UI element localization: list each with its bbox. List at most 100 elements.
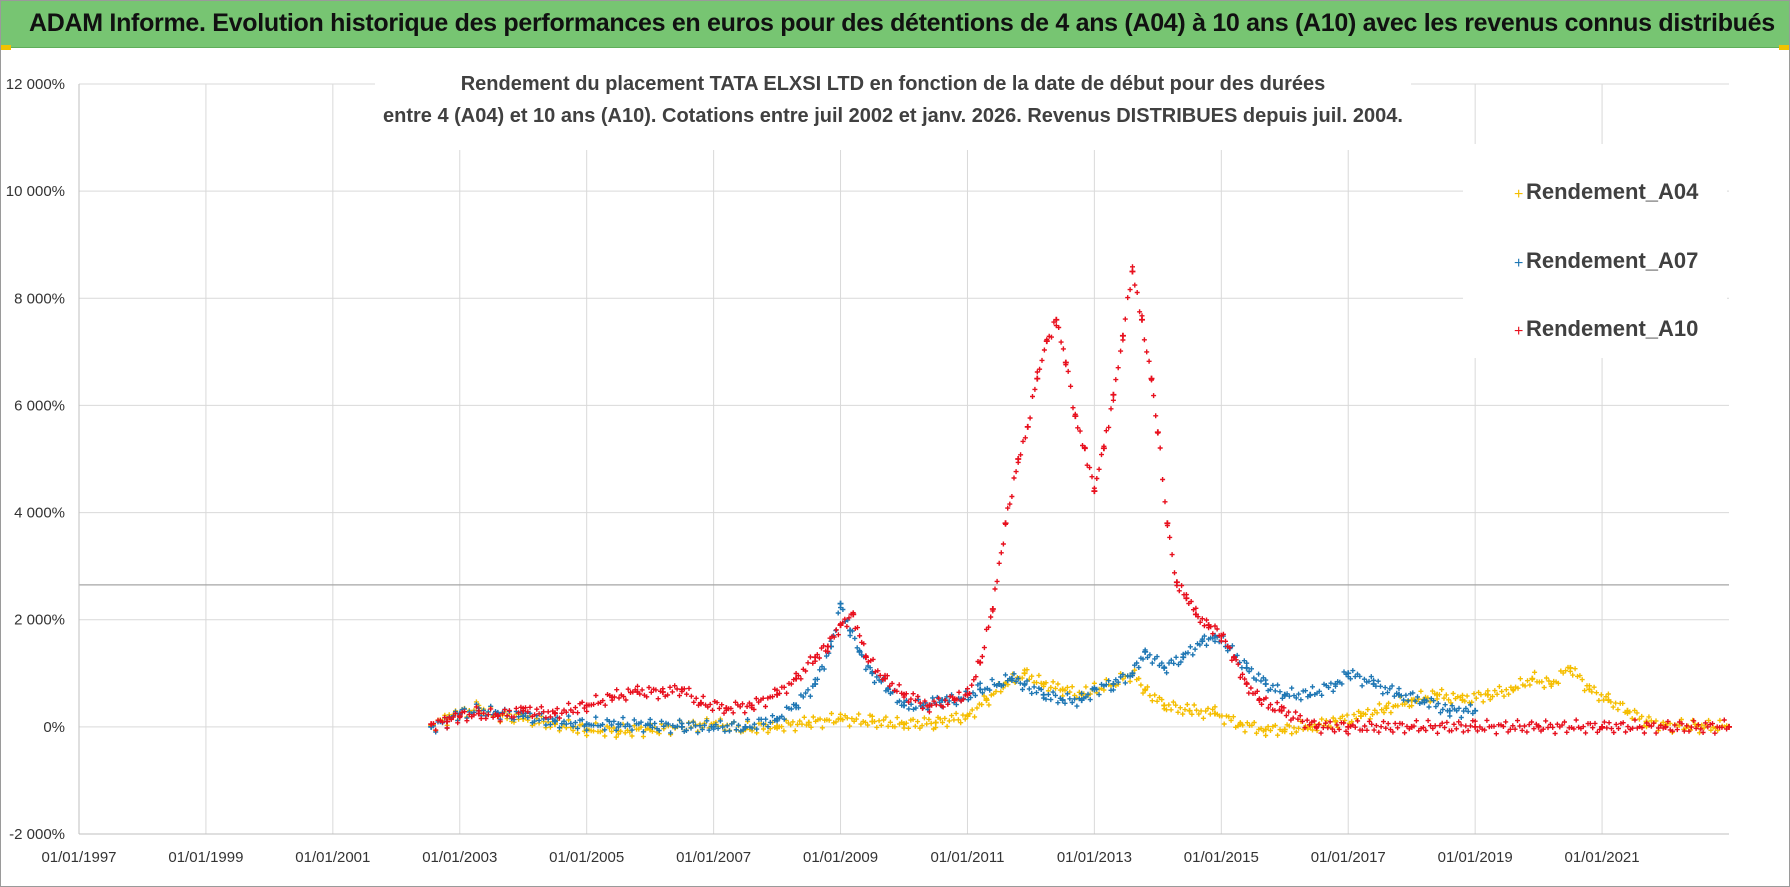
data-point-rendement-a10 [1024,423,1031,430]
data-point-rendement-a07 [1472,707,1479,714]
data-point-rendement-a10 [1345,723,1352,730]
data-point-rendement-a10 [1205,622,1212,629]
data-point-rendement-a10 [1002,520,1009,527]
x-tick-label: 01/01/2003 [422,849,497,866]
data-point-rendement-a10 [520,707,527,714]
data-point-rendement-a10 [609,694,616,701]
y-tick-label: 2 000% [14,612,65,629]
data-point-rendement-a07 [1142,648,1149,655]
data-point-rendement-a04 [1332,718,1339,725]
data-point-rendement-a07 [837,600,844,607]
data-point-rendement-a07 [583,721,590,728]
data-point-rendement-a10 [1081,445,1088,452]
data-point-rendement-a10 [583,702,590,709]
legend-label-a07: Rendement_A07 [1526,248,1698,273]
data-point-rendement-a10 [1218,632,1225,639]
corner-marker-right [1779,45,1789,50]
data-point-rendement-a04 [1459,697,1466,704]
data-point-rendement-a10 [774,691,781,698]
data-point-rendement-a04 [901,721,907,728]
legend-marker-a10: + [1514,323,1523,340]
data-point-rendement-a07 [551,718,558,725]
data-point-rendement-a07 [1008,675,1015,682]
chart-title-line-2: entre 4 (A04) et 10 ans (A10). Cotations… [383,105,1403,127]
y-tick-label: 12 000% [6,76,65,93]
data-point-rendement-a07 [1059,697,1066,704]
data-point-rendement-a07 [1040,691,1047,698]
data-point-rendement-a10 [1313,723,1320,730]
data-point-rendement-a10 [837,622,844,629]
data-point-rendement-a07 [812,681,819,687]
data-point-rendement-a04 [1040,681,1047,687]
data-point-rendement-a10 [697,699,704,706]
data-point-rendement-a10 [634,689,641,696]
data-point-rendement-a04 [1510,686,1517,693]
data-point-rendement-a07 [1129,670,1136,677]
data-point-rendement-a10 [1243,681,1250,687]
data-point-rendement-a07 [742,723,749,730]
data-point-rendement-a07 [1110,681,1117,687]
data-point-rendement-a04 [1408,697,1415,704]
x-tick-label: 01/01/2009 [803,849,878,866]
y-tick-label: 10 000% [6,183,65,200]
data-point-rendement-a10 [456,713,463,720]
data-point-rendement-a04 [1434,691,1441,698]
data-point-rendement-a07 [1332,681,1339,687]
data-point-rendement-a10 [1726,723,1732,730]
x-tick-label: 01/01/2007 [676,849,751,866]
data-point-rendement-a07 [1161,664,1168,671]
data-point-rendement-a07 [1421,697,1428,704]
data-point-rendement-a04 [1186,707,1193,714]
data-point-rendement-a10 [1183,595,1190,602]
data-point-rendement-a10 [1015,456,1022,462]
data-point-rendement-a10 [1043,338,1050,345]
data-point-rendement-a04 [805,719,812,726]
data-point-rendement-a04 [837,715,844,722]
legend-background [1463,144,1727,358]
chart-title-background [375,66,1411,150]
data-point-rendement-a07 [1021,681,1028,687]
data-point-rendement-a04 [1624,707,1631,714]
data-point-rendement-a07 [1281,691,1288,698]
data-point-rendement-a10 [977,659,984,666]
data-point-rendement-a07 [1370,681,1377,687]
header-banner: ADAM Informe. Evolution historique des p… [1,1,1789,48]
legend: + Rendement_A04 + Rendement_A07 + Rendem… [1463,144,1727,358]
legend-label-a04: Rendement_A04 [1526,179,1699,204]
data-point-rendement-a07 [1262,681,1269,687]
data-point-rendement-a04 [1161,702,1168,709]
x-tick-label: 01/01/2017 [1311,849,1386,866]
data-point-rendement-a07 [1307,691,1314,698]
data-point-rendement-a10 [1100,445,1107,452]
data-point-rendement-a04 [1529,675,1536,682]
y-tick-label: 6 000% [14,397,65,414]
data-point-rendement-a07 [1180,654,1187,661]
data-point-rendement-a10 [901,691,907,698]
data-point-rendement-a04 [932,719,939,726]
legend-marker-a04: + [1514,186,1523,203]
x-tick-label: 01/01/2011 [930,849,1004,866]
data-point-rendement-a04 [1211,710,1218,717]
data-point-rendement-a10 [1091,488,1098,495]
data-point-rendement-a04 [1383,705,1390,712]
data-point-rendement-a10 [1154,429,1161,436]
data-point-rendement-a07 [996,681,1003,687]
data-point-rendement-a07 [1446,707,1453,714]
data-point-rendement-a10 [1256,697,1263,704]
y-tick-label: 0% [43,719,65,736]
y-tick-label: -2 000% [9,826,65,843]
data-point-rendement-a10 [1472,723,1479,730]
data-point-rendement-a04 [1548,681,1555,687]
data-point-rendement-a10 [862,654,869,661]
data-point-rendement-a07 [885,686,892,693]
data-point-rendement-a07 [869,670,876,677]
x-tick-label: 01/01/2019 [1438,849,1513,866]
x-tick-label: 01/01/2005 [549,849,624,866]
axes: -2 000% 0% 2 000% 4 000% 6 000% 8 000% 10 000%… [6,76,1729,866]
x-tick-label: 01/01/2015 [1184,849,1259,866]
data-point-rendement-a07 [1078,697,1085,704]
data-point-rendement-a07 [1345,670,1352,677]
data-point-rendement-a10 [1662,723,1669,730]
data-point-rendement-a07 [977,686,984,693]
data-point-rendement-a10 [1138,316,1145,323]
